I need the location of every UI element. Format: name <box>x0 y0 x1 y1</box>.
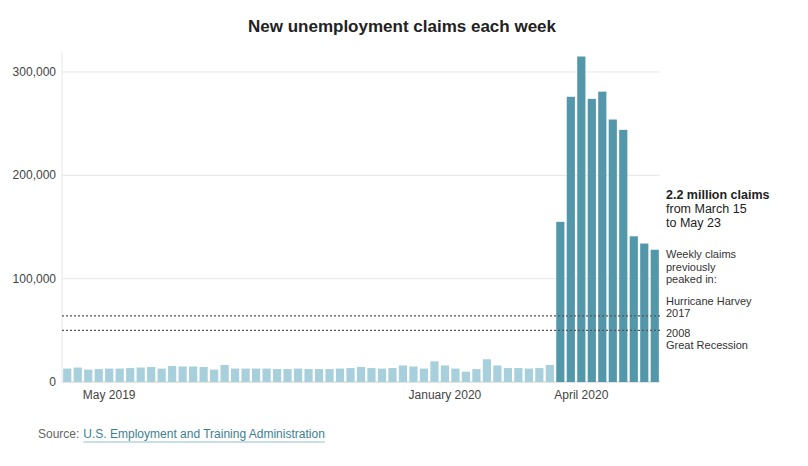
x-tick-label: January 2020 <box>409 388 482 402</box>
bar <box>525 369 533 382</box>
bar <box>200 367 208 382</box>
bar <box>189 366 197 382</box>
x-tick-label: April 2020 <box>554 388 608 402</box>
bar <box>535 368 543 382</box>
bar <box>84 370 92 382</box>
reference-line <box>62 330 660 331</box>
bar <box>105 369 113 382</box>
y-tick-label: 100,000 <box>13 272 57 286</box>
bar <box>116 369 124 382</box>
bar <box>242 369 250 382</box>
bar <box>378 369 386 382</box>
y-axis-line <box>62 51 63 382</box>
chart: New unemployment claims each week 0 100,00… <box>0 0 808 466</box>
source-link[interactable]: U.S. Employment and Training Administrat… <box>83 427 324 441</box>
bar <box>546 365 554 382</box>
y-tick-label: 300,000 <box>13 65 57 79</box>
reference-label: 2017 <box>666 307 690 319</box>
reference-label: Great Recession <box>666 339 748 351</box>
bar <box>420 369 428 382</box>
title: New unemployment claims each week <box>248 17 557 36</box>
bar <box>472 369 480 382</box>
bar <box>221 365 229 382</box>
y-tick-label: 0 <box>49 375 56 389</box>
bar <box>640 244 648 382</box>
bar <box>483 359 491 382</box>
bar <box>598 92 606 382</box>
bar <box>262 369 270 382</box>
bar <box>441 365 449 382</box>
bar <box>210 370 218 382</box>
bar <box>567 97 575 382</box>
source-prefix: Source: <box>38 427 79 441</box>
bar <box>158 369 166 382</box>
bar <box>252 369 260 382</box>
bar <box>346 368 354 382</box>
reference-line <box>62 315 660 316</box>
reference-note: Weekly claims <box>666 248 737 260</box>
reference-note: previously <box>666 261 716 273</box>
annotation-line: from March 15 <box>666 202 747 216</box>
bar <box>304 369 312 382</box>
bar <box>493 365 501 382</box>
bar <box>504 368 512 382</box>
y-tick-label: 200,000 <box>13 168 57 182</box>
bar <box>273 369 281 382</box>
bar <box>462 372 470 382</box>
bar <box>325 369 333 382</box>
bar <box>63 369 71 382</box>
bar <box>399 365 407 382</box>
bar <box>95 369 103 382</box>
bar <box>336 369 344 382</box>
reference-note: peaked in: <box>666 273 717 285</box>
bar <box>126 368 134 382</box>
reference-label: Hurricane Harvey <box>666 295 752 307</box>
bar <box>430 361 438 382</box>
bar <box>294 369 302 382</box>
bar <box>231 369 239 382</box>
bar <box>74 368 82 382</box>
grid-line <box>62 71 660 72</box>
bar <box>451 369 459 382</box>
annotation-headline: 2.2 million claims <box>666 188 770 202</box>
bar <box>409 366 417 382</box>
source-underline <box>83 442 324 443</box>
bar <box>357 367 365 382</box>
bar <box>577 56 585 382</box>
bar <box>315 369 323 382</box>
bar <box>283 369 291 382</box>
reference-label: 2008 <box>666 327 690 339</box>
bar <box>556 222 564 382</box>
bar <box>588 99 596 382</box>
bars <box>63 56 659 382</box>
bar <box>609 120 617 382</box>
x-tick-label: May 2019 <box>83 388 136 402</box>
bar <box>619 130 627 382</box>
bar <box>168 366 176 382</box>
annotation-line: to May 23 <box>666 216 721 230</box>
bar <box>514 368 522 382</box>
bar <box>179 366 187 382</box>
bar <box>388 368 396 382</box>
bar <box>630 236 638 382</box>
bar <box>147 367 155 382</box>
bar <box>367 368 375 382</box>
bar <box>137 368 145 382</box>
